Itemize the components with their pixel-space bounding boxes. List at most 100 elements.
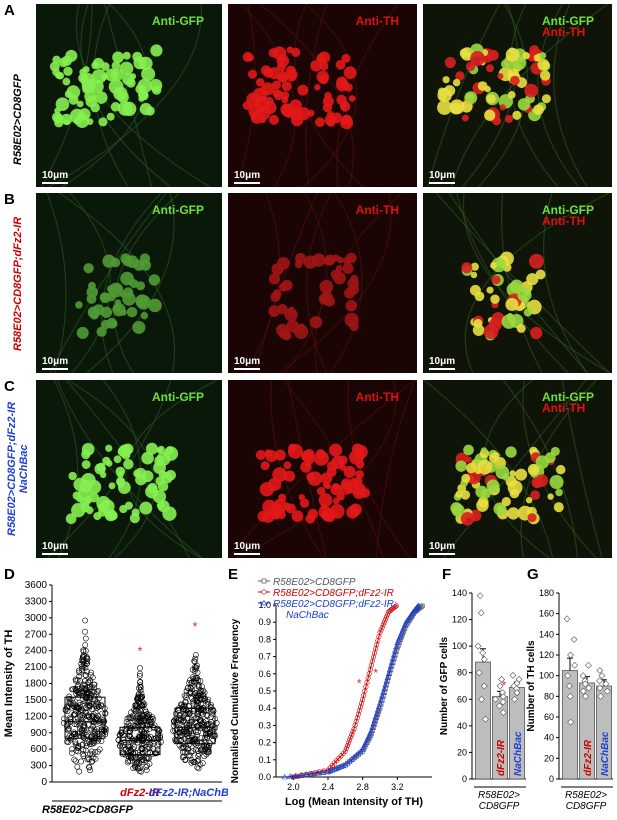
scale-label: 10μm: [429, 541, 456, 552]
data-point: [84, 756, 91, 763]
y-tick-label: 20: [544, 753, 554, 763]
data-point: [71, 756, 78, 763]
series-marker: [287, 773, 294, 779]
data-point: [183, 749, 190, 756]
data-point: [204, 746, 211, 753]
cell: [314, 450, 329, 466]
scale-label: 10μm: [234, 356, 261, 367]
cell: [353, 476, 363, 486]
data-point: [563, 615, 571, 623]
cell: [62, 77, 71, 86]
data-point: [71, 711, 78, 717]
cell: [141, 67, 156, 82]
cell: [113, 455, 122, 464]
data-point: [205, 749, 212, 755]
legend-label: R58E02>CD8GFP;dFz2-IR;: [273, 599, 397, 610]
cell: [136, 295, 151, 310]
series-marker: [349, 731, 355, 737]
cell: [139, 501, 153, 515]
cell: [132, 320, 146, 334]
tissue-strand: [423, 380, 554, 558]
data-point: [137, 665, 143, 671]
cell: [505, 446, 517, 458]
data-point: [208, 710, 215, 717]
cell: [350, 274, 359, 283]
data-point: [176, 730, 183, 737]
stain-label: Anti-GFP: [152, 390, 204, 404]
cell: [461, 262, 473, 274]
series-marker: [392, 604, 398, 610]
cell: [276, 72, 288, 83]
data-point: [143, 708, 149, 715]
significance-star: *: [192, 619, 197, 634]
tissue-strand: [336, 4, 399, 187]
cell: [60, 113, 73, 125]
cell: [86, 286, 99, 298]
y-tick-label: 0.6: [258, 669, 271, 679]
data-point: [76, 673, 83, 680]
data-point: [70, 712, 77, 719]
cell: [509, 470, 516, 477]
series-marker: [380, 688, 387, 695]
series-marker: [344, 759, 351, 766]
cell: [281, 81, 292, 92]
series-marker: [324, 768, 332, 775]
data-point: [143, 764, 149, 770]
data-point: [597, 692, 605, 700]
data-point: [195, 756, 202, 763]
series-marker: [297, 771, 304, 778]
cell: [52, 55, 61, 64]
cell: [501, 314, 517, 329]
cell: [87, 306, 100, 319]
series-marker: [356, 708, 362, 714]
cell: [326, 460, 338, 472]
data-point: [83, 742, 90, 749]
y-tick-label: 1500: [25, 695, 48, 706]
data-point: [72, 758, 79, 764]
data-point: [81, 652, 87, 659]
data-point: [78, 657, 85, 664]
data-point: [82, 672, 89, 678]
cell: [336, 76, 348, 88]
cell: [459, 48, 469, 58]
cell: [122, 287, 134, 298]
data-point: [144, 736, 151, 743]
cell: [332, 254, 340, 262]
series-marker: [370, 720, 377, 726]
data-point: [86, 764, 93, 771]
cell: [55, 97, 70, 111]
series-marker: [329, 767, 336, 773]
cell: [541, 94, 551, 104]
data-point: [499, 709, 507, 716]
series-marker: [369, 724, 376, 730]
series-marker: [342, 748, 348, 754]
micrograph-green: Anti-GFP 10μm: [36, 4, 222, 187]
stain-label: Anti-TH: [355, 390, 399, 404]
data-point: [146, 755, 152, 762]
series-marker: [377, 630, 383, 636]
data-point: [189, 686, 196, 693]
micrograph-image: [36, 4, 222, 187]
cell: [114, 299, 122, 306]
cell: [75, 301, 83, 309]
cell: [318, 493, 333, 507]
cell: [477, 81, 488, 91]
series-line: [284, 604, 420, 778]
data-point: [138, 690, 145, 697]
data-point: [151, 738, 158, 745]
y-tick-label: 40: [457, 721, 467, 731]
cell: [347, 283, 359, 295]
data-point: [83, 740, 90, 747]
cell: [339, 464, 347, 471]
cell: [94, 91, 108, 104]
cell: [65, 49, 78, 62]
cell: [268, 305, 281, 317]
chart-d: 0 300 600 900 1200 1500 1800 2100 2400 2700 3000 33…: [3, 580, 228, 816]
data-point: [477, 609, 485, 617]
data-point: [498, 675, 505, 683]
cell: [461, 473, 471, 483]
group-label: dFz2-IR: [496, 739, 507, 776]
data-point: [509, 671, 517, 679]
cell: [507, 90, 516, 99]
cell: [460, 512, 475, 526]
